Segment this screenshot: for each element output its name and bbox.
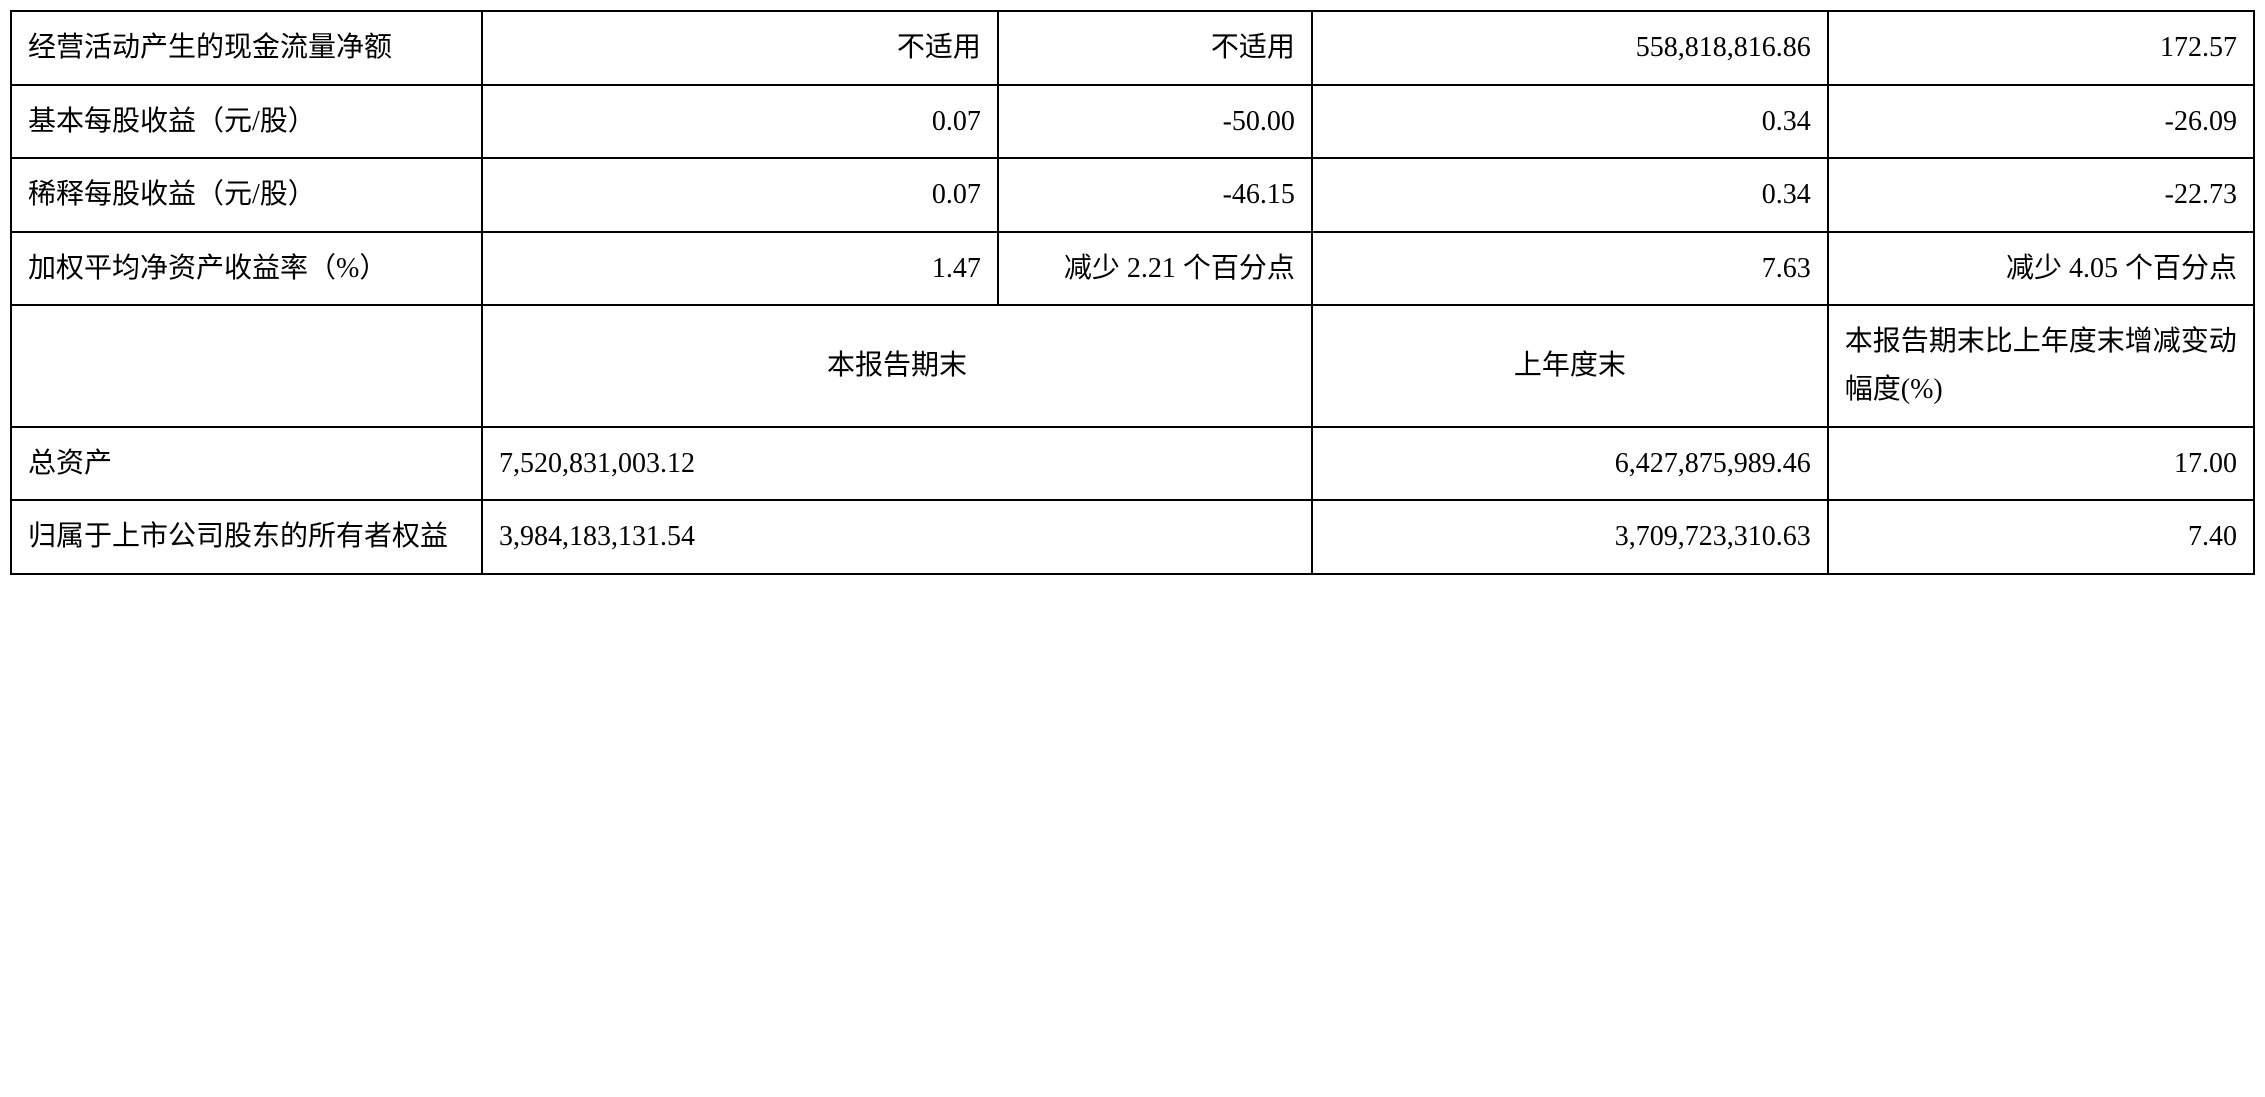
cell: -50.00 (998, 85, 1312, 159)
cell: 558,818,816.86 (1312, 11, 1828, 85)
row-label: 稀释每股收益（元/股） (11, 158, 482, 232)
cell: -46.15 (998, 158, 1312, 232)
row-label: 基本每股收益（元/股） (11, 85, 482, 159)
cell: -22.73 (1828, 158, 2254, 232)
cell: 0.07 (482, 85, 998, 159)
row-label: 加权平均净资产收益率（%） (11, 232, 482, 306)
table-row: 稀释每股收益（元/股） 0.07 -46.15 0.34 -22.73 (11, 158, 2254, 232)
table-row: 归属于上市公司股东的所有者权益 3,984,183,131.54 3,709,7… (11, 500, 2254, 574)
cell: 0.34 (1312, 85, 1828, 159)
cell: 3,709,723,310.63 (1312, 500, 1828, 574)
cell: 1.47 (482, 232, 998, 306)
cell: 不适用 (998, 11, 1312, 85)
cell: 0.07 (482, 158, 998, 232)
cell: 7.40 (1828, 500, 2254, 574)
cell: 3,984,183,131.54 (482, 500, 1312, 574)
table-row: 基本每股收益（元/股） 0.07 -50.00 0.34 -26.09 (11, 85, 2254, 159)
row-label: 总资产 (11, 427, 482, 501)
cell: 172.57 (1828, 11, 2254, 85)
row-label: 经营活动产生的现金流量净额 (11, 11, 482, 85)
table-row: 总资产 7,520,831,003.12 6,427,875,989.46 17… (11, 427, 2254, 501)
header-cell: 本报告期末 (482, 305, 1312, 426)
header-cell: 上年度末 (1312, 305, 1828, 426)
section-header-row: 本报告期末 上年度末 本报告期末比上年度末增减变动幅度(%) (11, 305, 2254, 426)
table-row: 加权平均净资产收益率（%） 1.47 减少 2.21 个百分点 7.63 减少 … (11, 232, 2254, 306)
cell: 0.34 (1312, 158, 1828, 232)
table-row: 经营活动产生的现金流量净额 不适用 不适用 558,818,816.86 172… (11, 11, 2254, 85)
cell: -26.09 (1828, 85, 2254, 159)
cell: 减少 4.05 个百分点 (1828, 232, 2254, 306)
row-label (11, 305, 482, 426)
cell: 不适用 (482, 11, 998, 85)
cell: 减少 2.21 个百分点 (998, 232, 1312, 306)
financial-table: 经营活动产生的现金流量净额 不适用 不适用 558,818,816.86 172… (10, 10, 2255, 575)
cell: 17.00 (1828, 427, 2254, 501)
cell: 7.63 (1312, 232, 1828, 306)
row-label: 归属于上市公司股东的所有者权益 (11, 500, 482, 574)
header-cell: 本报告期末比上年度末增减变动幅度(%) (1828, 305, 2254, 426)
cell: 6,427,875,989.46 (1312, 427, 1828, 501)
cell: 7,520,831,003.12 (482, 427, 1312, 501)
